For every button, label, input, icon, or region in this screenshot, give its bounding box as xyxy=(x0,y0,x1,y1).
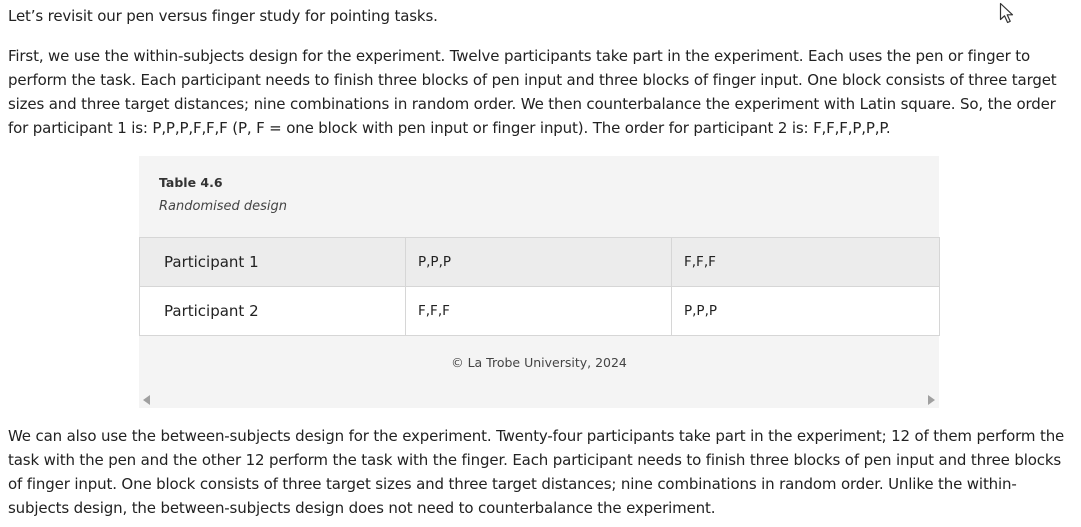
table-subtitle: Randomised design xyxy=(159,199,288,214)
table-row: Participant 2 F,F,F P,P,P xyxy=(139,286,940,336)
table-cell: P,P,P xyxy=(671,286,940,336)
table-cell: F,F,F xyxy=(671,237,940,287)
table-cell: P,P,P xyxy=(405,237,672,287)
table-row: Participant 1 P,P,P F,F,F xyxy=(139,237,940,287)
table-figure[interactable]: Table 4.6 Randomised design Participant … xyxy=(139,156,940,408)
between-subjects-paragraph: We can also use the between-subjects des… xyxy=(8,427,1065,517)
mouse-pointer-icon xyxy=(999,2,1014,24)
randomised-design-table: Participant 1 P,P,P F,F,F Participant 2 … xyxy=(139,237,940,336)
caret-left-icon[interactable] xyxy=(143,395,150,405)
within-subjects-paragraph: First, we use the within-subjects design… xyxy=(8,47,1057,137)
table-label: Table 4.6 xyxy=(159,175,223,190)
intro-paragraph: Let’s revisit our pen versus finger stud… xyxy=(8,7,438,25)
caret-right-icon[interactable] xyxy=(928,395,935,405)
table-credit: © La Trobe University, 2024 xyxy=(451,355,627,370)
table-cell: Participant 1 xyxy=(139,237,406,287)
table-cell: Participant 2 xyxy=(139,286,406,336)
table-cell: F,F,F xyxy=(405,286,672,336)
